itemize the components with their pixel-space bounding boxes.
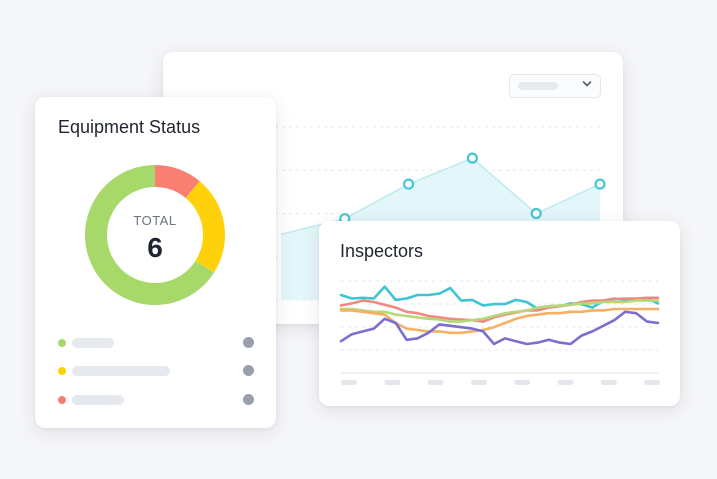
x-tick-label-placeholder — [644, 380, 661, 385]
equipment-status-card: Equipment Status TOTAL 6 — [35, 97, 276, 428]
legend-label-placeholder — [72, 395, 124, 405]
legend-value-dot — [243, 394, 254, 405]
x-tick-label-placeholder — [384, 380, 401, 385]
legend-item — [58, 364, 258, 378]
legend-value-dot — [243, 337, 254, 348]
x-tick-label-placeholder — [557, 380, 574, 385]
series-line — [339, 299, 660, 323]
legend-item — [58, 336, 258, 350]
card-title: Inspectors — [340, 241, 424, 261]
inspectors-line-chart — [339, 280, 661, 385]
inspectors-card: Inspectors — [319, 221, 680, 406]
legend-label-placeholder — [72, 338, 114, 348]
x-tick-label-placeholder — [427, 380, 444, 385]
legend-item — [58, 393, 258, 407]
data-point — [530, 207, 542, 220]
series-line — [339, 310, 660, 346]
donut-segment — [155, 165, 200, 199]
x-tick-label-placeholder — [514, 380, 531, 385]
chevron-down-icon — [582, 81, 592, 87]
legend-swatch — [58, 339, 66, 347]
period-select[interactable] — [509, 74, 601, 98]
x-tick-label-placeholder — [600, 380, 617, 385]
donut-segment — [85, 165, 215, 305]
donut-total-value: 6 — [147, 232, 163, 263]
x-tick-label-placeholder — [341, 380, 357, 385]
series-line — [339, 296, 660, 323]
data-point — [594, 178, 606, 190]
data-point — [403, 178, 415, 190]
legend-value-dot — [243, 365, 254, 376]
donut-segment — [185, 181, 225, 273]
donut-total-label: TOTAL — [133, 213, 177, 228]
legend-label-placeholder — [72, 366, 170, 376]
data-point — [466, 152, 478, 164]
card-title: Equipment Status — [58, 117, 201, 137]
x-tick-label-placeholder — [470, 380, 487, 385]
equipment-donut-chart — [85, 165, 225, 305]
legend-swatch — [58, 367, 66, 375]
legend-swatch — [58, 396, 66, 404]
period-select-value-placeholder — [518, 82, 558, 90]
